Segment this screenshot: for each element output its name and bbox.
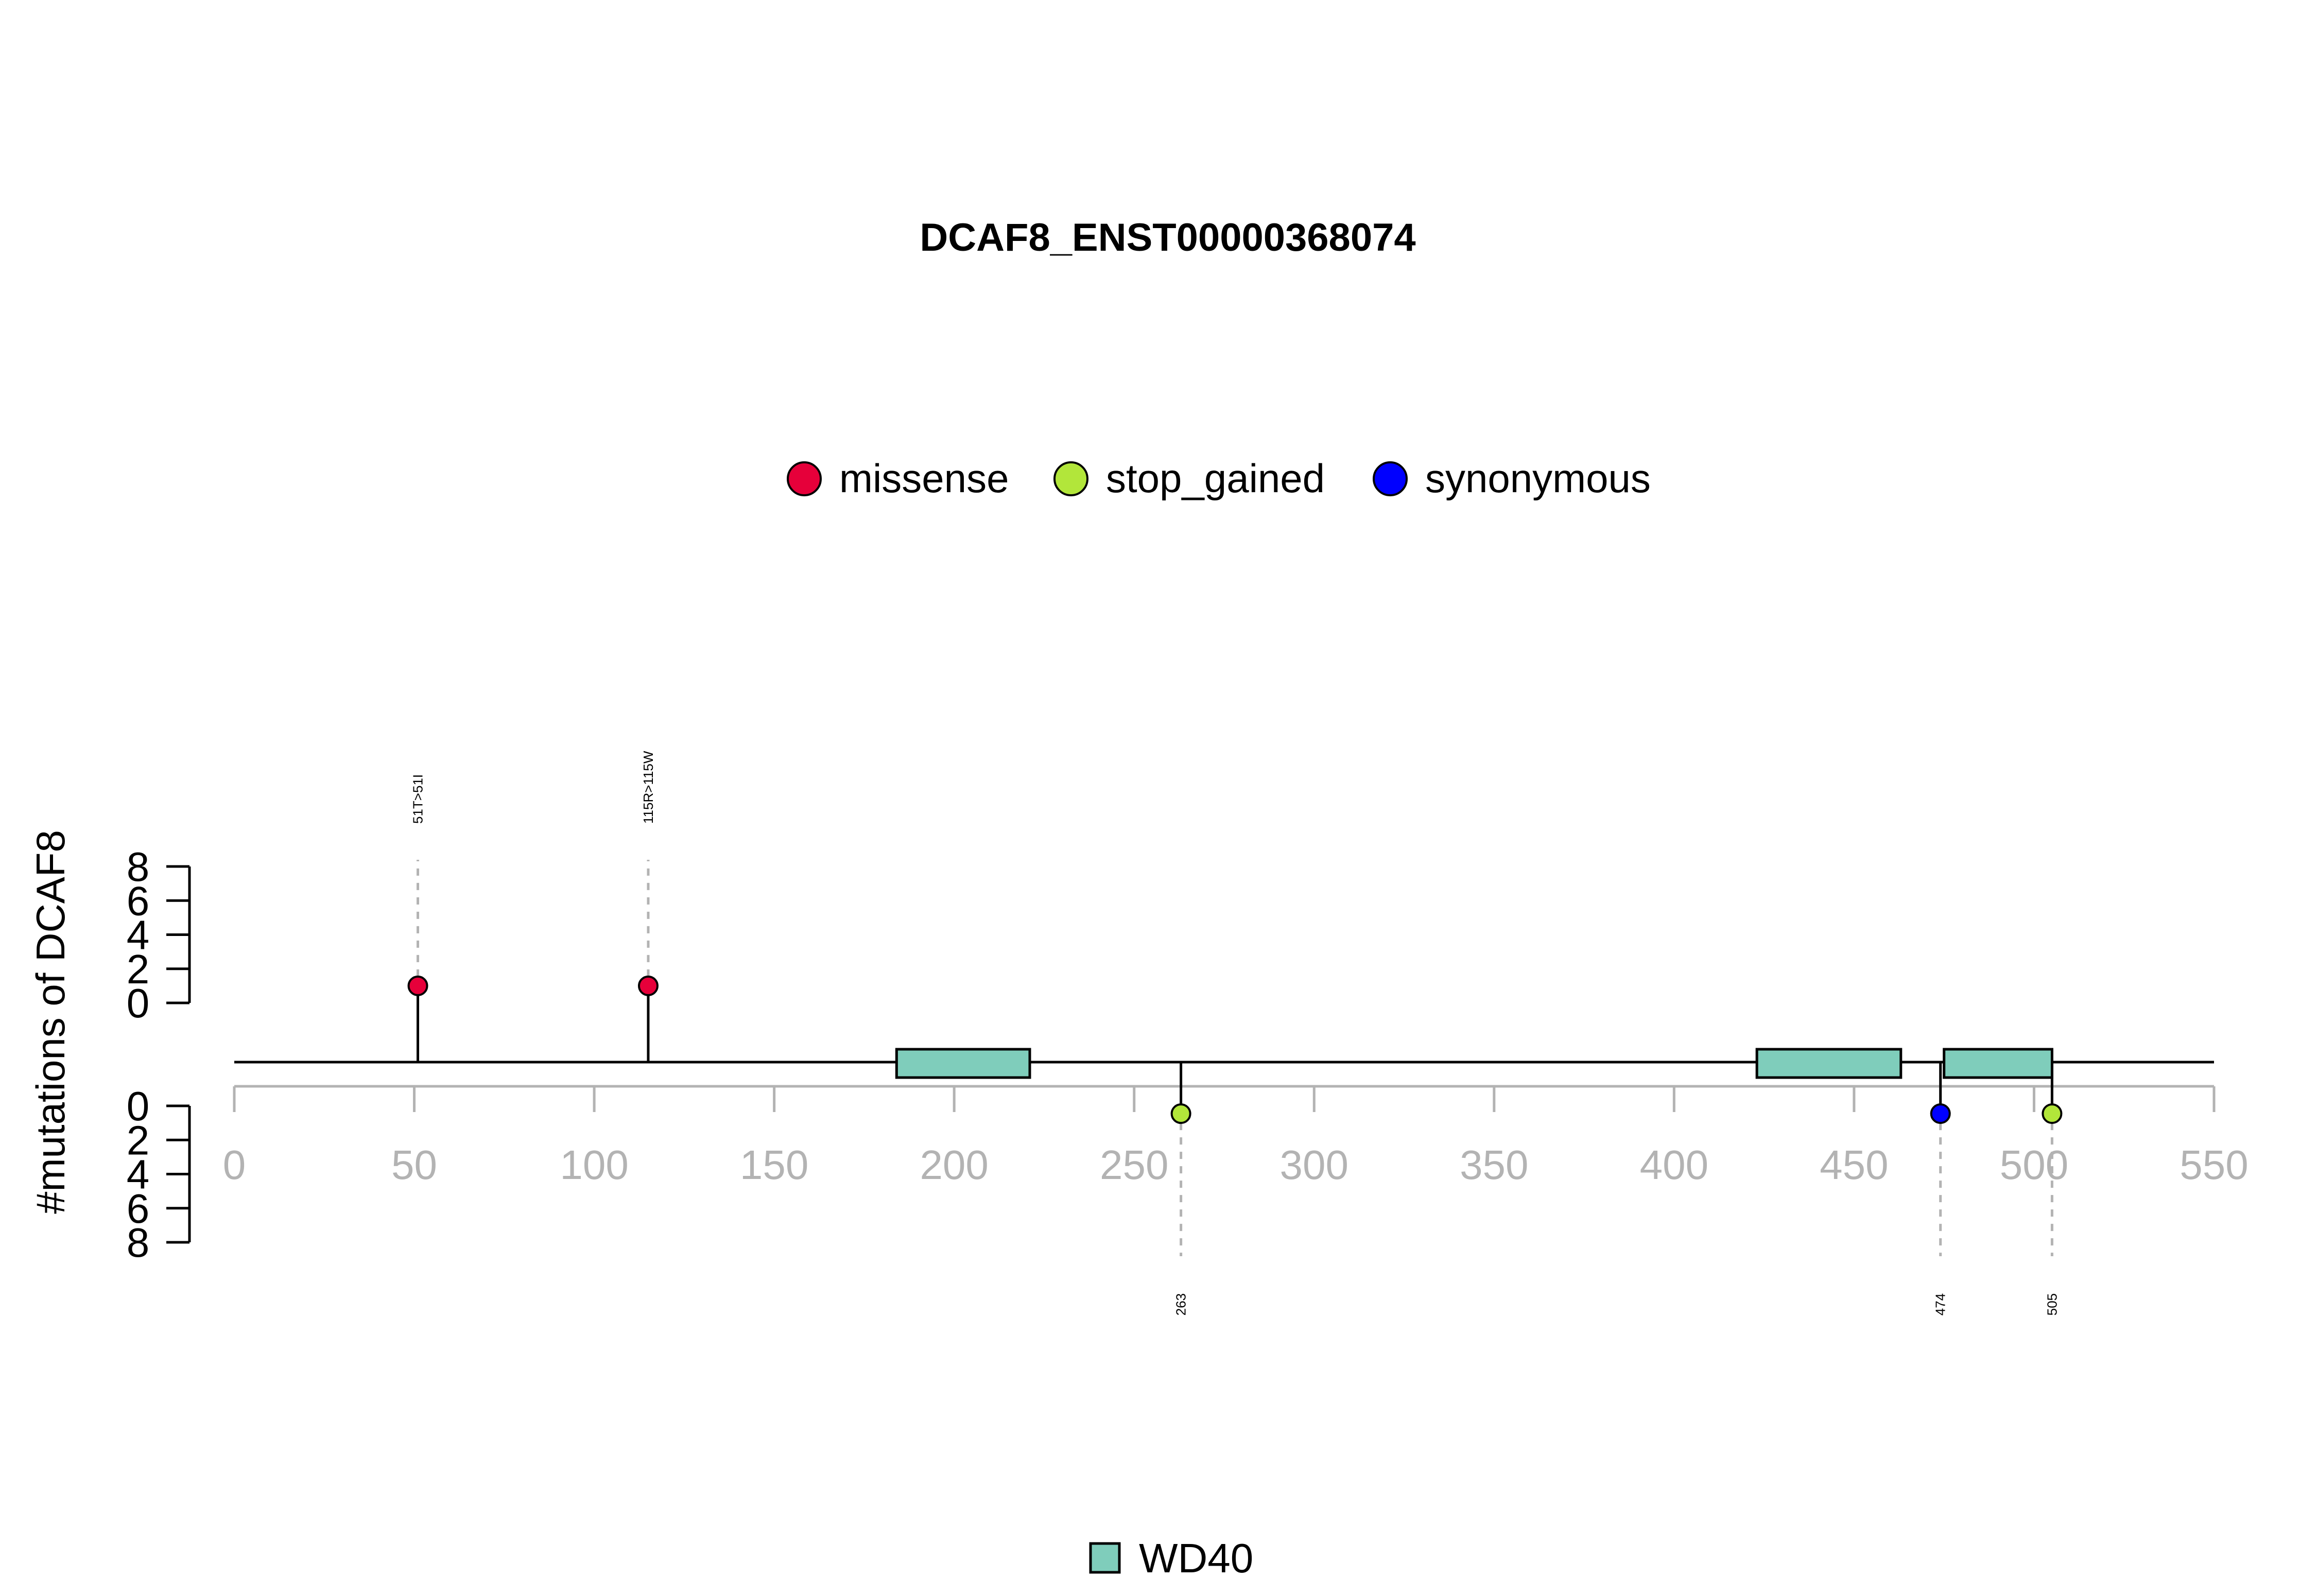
y-axis-label: #mutations of DCAF8: [28, 830, 73, 1214]
x-tick-label: 200: [920, 1142, 988, 1188]
legend-marker-synonymous: [1373, 461, 1408, 496]
legend-label-stop_gained: stop_gained: [1106, 456, 1325, 501]
mutation-label: 505: [2044, 1293, 2060, 1315]
legend-label-wd40: WD40: [1139, 1535, 1253, 1581]
x-tick-label: 350: [1460, 1142, 1528, 1188]
mutation-label: 263: [1173, 1293, 1189, 1315]
domain-box-wd40: [1755, 1048, 1903, 1079]
x-tick-label: 450: [1820, 1142, 1888, 1188]
legend-marker-wd40: [1089, 1542, 1121, 1574]
x-tick-label: 500: [2000, 1142, 2068, 1188]
domain-box-wd40: [895, 1048, 1031, 1079]
legend-marker-missense: [787, 461, 822, 496]
chart-title: DCAF8_ENST00000368074: [920, 216, 1415, 259]
mutation-label: 474: [1933, 1293, 1948, 1315]
y-top-tick-label: 2: [127, 946, 150, 992]
y-bottom-tick-label: 2: [127, 1117, 150, 1163]
y-bottom-tick-label: 4: [127, 1152, 150, 1198]
x-tick-label: 250: [1100, 1142, 1168, 1188]
x-tick-label: 100: [560, 1142, 628, 1188]
domain-box-wd40: [1943, 1048, 2053, 1079]
y-top-tick-label: 8: [127, 844, 150, 890]
y-top-tick-label: 4: [127, 912, 150, 958]
legend-marker-stop_gained: [1053, 461, 1088, 496]
x-tick-label: 300: [1280, 1142, 1348, 1188]
domain-legend: WD40: [1089, 1535, 1253, 1581]
mutation-legend: missense stop_gained synonymous: [787, 456, 1651, 501]
mutation-point-stop_gained: [2042, 1103, 2063, 1124]
mutation-points: [407, 975, 2063, 1124]
y-bottom-tick-label: 8: [127, 1220, 150, 1265]
x-tick-label: 400: [1640, 1142, 1708, 1188]
x-tick-label: 50: [391, 1142, 437, 1188]
mutation-point-stop_gained: [1170, 1103, 1191, 1124]
mutation-point-synonymous: [1930, 1103, 1951, 1124]
y-bottom-tick-label: 0: [127, 1083, 150, 1129]
x-axis: 0 50 100 150 200 250 300 350 400 450 500 550: [223, 1085, 2249, 1188]
y-top-tick-label: 6: [127, 878, 150, 924]
y-top-tick-label: 0: [127, 980, 150, 1026]
x-tick-label: 150: [740, 1142, 808, 1188]
mutation-point-missense: [637, 975, 659, 996]
legend-label-synonymous: synonymous: [1425, 456, 1651, 501]
x-tick-label: 550: [2180, 1142, 2248, 1188]
mutation-point-missense: [407, 975, 428, 996]
mutation-label: 51T>51I: [410, 774, 426, 824]
legend-label-missense: missense: [839, 456, 1009, 501]
y-bottom-tick-label: 6: [127, 1186, 150, 1231]
x-tick-label: 0: [223, 1142, 246, 1188]
mutation-label: 115R>115W: [641, 751, 656, 824]
mutation-labels: 51T>51I 115R>115W 263 474 505: [410, 751, 2060, 1315]
protein-domains: [895, 1048, 2053, 1079]
